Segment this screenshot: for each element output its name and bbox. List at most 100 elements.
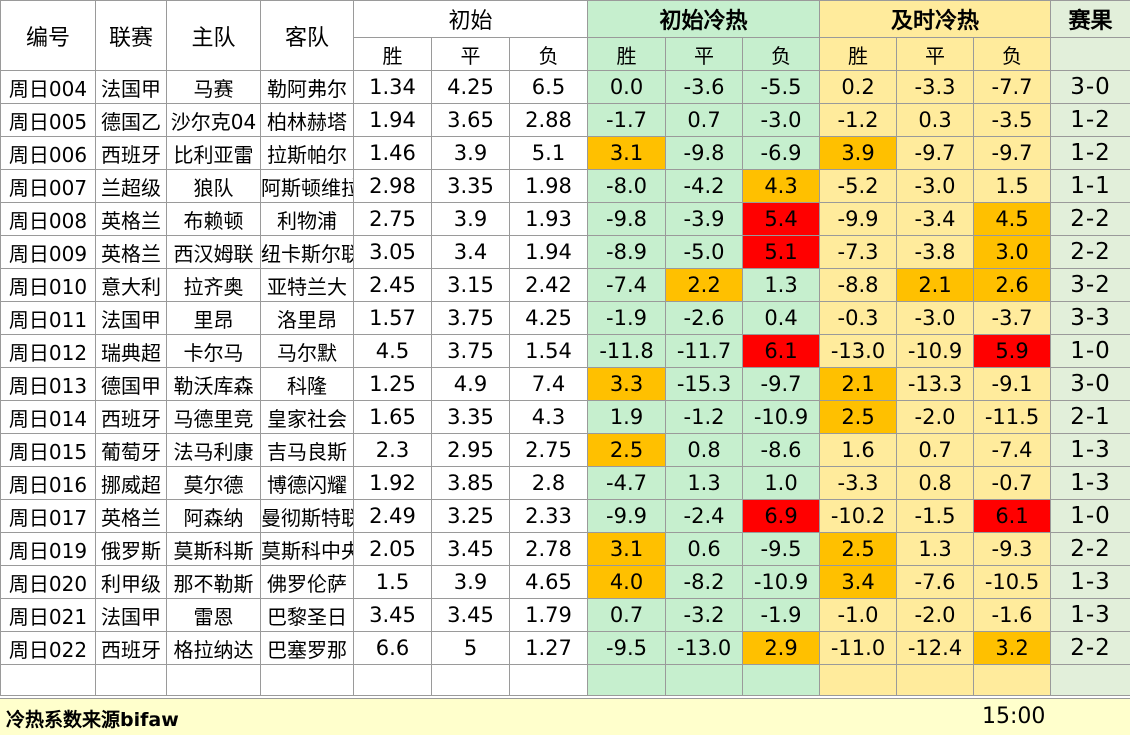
away-team-cell[interactable]: 曼彻斯特联 — [260, 499, 354, 533]
result-cell[interactable]: 1-0 — [1050, 499, 1130, 533]
away-team-cell[interactable]: 马尔默 — [260, 334, 354, 368]
result-cell[interactable]: 2-2 — [1050, 532, 1130, 566]
initial-heat-draw-cell[interactable]: -2.6 — [665, 301, 744, 335]
league-cell[interactable]: 法国甲 — [95, 301, 167, 335]
live-heat-win-cell[interactable]: -5.2 — [819, 169, 898, 203]
initial-heat-win-cell[interactable]: -9.8 — [587, 202, 667, 236]
result-cell[interactable]: 1-3 — [1050, 433, 1130, 467]
initial-heat-draw-cell[interactable]: -9.8 — [665, 136, 744, 170]
away-team-cell[interactable]: 柏林赫塔 — [260, 103, 354, 137]
live-heat-draw-cell[interactable]: 0.7 — [896, 433, 975, 467]
live-heat-loss-cell[interactable]: -7.4 — [973, 433, 1052, 467]
live-heat-loss-cell[interactable]: 3.0 — [973, 235, 1052, 269]
live-heat-draw-cell[interactable]: -3.0 — [896, 169, 975, 203]
away-team-cell[interactable]: 皇家社会 — [260, 400, 354, 434]
league-cell[interactable]: 葡萄牙 — [95, 433, 167, 467]
match-id-cell[interactable]: 周日017 — [0, 499, 96, 533]
away-team-cell[interactable]: 佛罗伦萨 — [260, 565, 354, 599]
initial-heat-loss-cell[interactable]: 1.3 — [742, 268, 821, 302]
initial-heat-draw-cell[interactable]: 1.3 — [665, 466, 744, 500]
live-heat-win-cell[interactable]: -9.9 — [819, 202, 898, 236]
home-team-cell[interactable]: 狼队 — [166, 169, 261, 203]
live-heat-loss-cell[interactable]: 5.9 — [973, 334, 1052, 368]
live-heat-draw-cell[interactable]: 2.1 — [896, 268, 975, 302]
away-team-cell[interactable]: 科隆 — [260, 367, 354, 401]
empty-cell[interactable] — [665, 664, 744, 696]
live-heat-win-cell[interactable]: -13.0 — [819, 334, 898, 368]
home-team-cell[interactable]: 拉齐奥 — [166, 268, 261, 302]
initial-odds-win-cell[interactable]: 2.98 — [353, 169, 432, 203]
header-initial-draw[interactable]: 平 — [431, 37, 510, 71]
live-heat-loss-cell[interactable]: 1.5 — [973, 169, 1052, 203]
live-heat-loss-cell[interactable]: -9.1 — [973, 367, 1052, 401]
header-live-draw[interactable]: 平 — [896, 37, 975, 71]
live-heat-loss-cell[interactable]: -3.5 — [973, 103, 1052, 137]
initial-odds-loss-cell[interactable]: 7.4 — [508, 367, 589, 401]
initial-heat-draw-cell[interactable]: -3.2 — [665, 598, 744, 632]
away-team-cell[interactable]: 吉马良斯 — [260, 433, 354, 467]
live-heat-draw-cell[interactable]: 0.3 — [896, 103, 975, 137]
home-team-cell[interactable]: 阿森纳 — [166, 499, 261, 533]
match-id-cell[interactable]: 周日005 — [0, 103, 96, 137]
empty-cell[interactable] — [0, 664, 96, 696]
initial-heat-draw-cell[interactable]: -3.6 — [665, 70, 744, 104]
live-heat-draw-cell[interactable]: -2.0 — [896, 598, 975, 632]
header-initial-win[interactable]: 胜 — [353, 37, 432, 71]
result-cell[interactable]: 2-1 — [1050, 400, 1130, 434]
live-heat-draw-cell[interactable]: -7.6 — [896, 565, 975, 599]
match-id-cell[interactable]: 周日013 — [0, 367, 96, 401]
live-heat-win-cell[interactable]: 0.2 — [819, 70, 898, 104]
initial-heat-win-cell[interactable]: -7.4 — [587, 268, 667, 302]
league-cell[interactable]: 法国甲 — [95, 70, 167, 104]
league-cell[interactable]: 利甲级 — [95, 565, 167, 599]
home-team-cell[interactable]: 法马利康 — [166, 433, 261, 467]
match-id-cell[interactable]: 周日012 — [0, 334, 96, 368]
initial-odds-win-cell[interactable]: 3.05 — [353, 235, 432, 269]
initial-heat-draw-cell[interactable]: -5.0 — [665, 235, 744, 269]
header-live-loss[interactable]: 负 — [973, 37, 1052, 71]
initial-odds-win-cell[interactable]: 2.75 — [353, 202, 432, 236]
initial-odds-draw-cell[interactable]: 3.65 — [431, 103, 510, 137]
initial-heat-loss-cell[interactable]: -9.7 — [742, 367, 821, 401]
result-cell[interactable]: 3-3 — [1050, 301, 1130, 335]
away-team-cell[interactable]: 利物浦 — [260, 202, 354, 236]
initial-odds-win-cell[interactable]: 4.5 — [353, 334, 432, 368]
away-team-cell[interactable]: 莫斯科中央 — [260, 532, 354, 566]
initial-heat-win-cell[interactable]: 3.3 — [587, 367, 667, 401]
empty-cell[interactable] — [353, 664, 432, 696]
initial-heat-win-cell[interactable]: -9.9 — [587, 499, 667, 533]
home-team-cell[interactable]: 布赖顿 — [166, 202, 261, 236]
home-team-cell[interactable]: 马赛 — [166, 70, 261, 104]
live-heat-loss-cell[interactable]: 6.1 — [973, 499, 1052, 533]
initial-odds-win-cell[interactable]: 2.49 — [353, 499, 432, 533]
source-note[interactable]: 冷热系数来源bifaw — [6, 709, 179, 731]
home-team-cell[interactable]: 里昂 — [166, 301, 261, 335]
initial-heat-win-cell[interactable]: 1.9 — [587, 400, 667, 434]
initial-odds-loss-cell[interactable]: 1.54 — [508, 334, 589, 368]
initial-heat-win-cell[interactable]: -8.0 — [587, 169, 667, 203]
result-cell[interactable]: 2-2 — [1050, 235, 1130, 269]
result-cell[interactable]: 1-3 — [1050, 598, 1130, 632]
result-cell[interactable]: 1-3 — [1050, 565, 1130, 599]
match-id-cell[interactable]: 周日022 — [0, 631, 96, 665]
result-cell[interactable]: 1-2 — [1050, 136, 1130, 170]
header-initial-heat[interactable]: 初始冷热 — [587, 0, 821, 38]
league-cell[interactable]: 瑞典超 — [95, 334, 167, 368]
league-cell[interactable]: 英格兰 — [95, 235, 167, 269]
header-initial[interactable]: 初始 — [352, 0, 589, 38]
result-cell[interactable]: 1-1 — [1050, 169, 1130, 203]
time-cell[interactable]: 15:00 — [982, 704, 1046, 729]
home-team-cell[interactable]: 沙尔克04 — [166, 103, 261, 137]
initial-heat-loss-cell[interactable]: -5.5 — [742, 70, 821, 104]
initial-odds-draw-cell[interactable]: 3.15 — [431, 268, 510, 302]
initial-odds-win-cell[interactable]: 2.45 — [353, 268, 432, 302]
initial-odds-draw-cell[interactable]: 3.35 — [431, 400, 510, 434]
initial-heat-loss-cell[interactable]: -10.9 — [742, 565, 821, 599]
league-cell[interactable]: 德国甲 — [95, 367, 167, 401]
live-heat-draw-cell[interactable]: -2.0 — [896, 400, 975, 434]
initial-heat-draw-cell[interactable]: -1.2 — [665, 400, 744, 434]
home-team-cell[interactable]: 那不勒斯 — [166, 565, 261, 599]
league-cell[interactable]: 兰超级 — [95, 169, 167, 203]
initial-odds-win-cell[interactable]: 1.34 — [353, 70, 432, 104]
live-heat-win-cell[interactable]: -1.0 — [819, 598, 898, 632]
